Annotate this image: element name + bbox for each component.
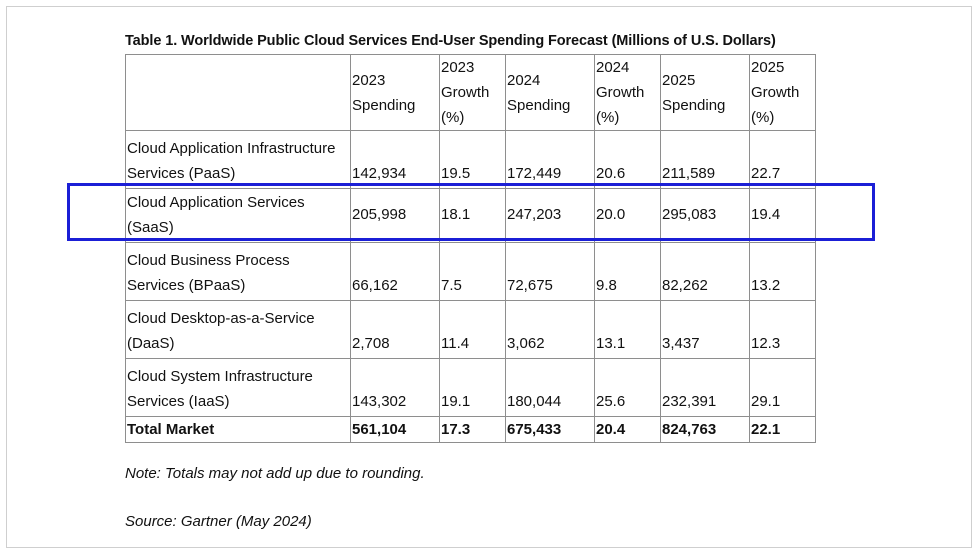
- table-row-saas: Cloud Application Services (SaaS) 205,99…: [125, 188, 816, 243]
- header-2024-growth: 2024 Growth (%): [594, 54, 661, 131]
- source-line: Source: Gartner (May 2024): [125, 513, 312, 530]
- cell-2023-growth: 19.5: [439, 130, 506, 189]
- table-row-paas: Cloud Application Infrastructure Service…: [125, 130, 816, 189]
- cell-2023-growth: 18.1: [439, 188, 506, 243]
- cell-2025-growth: 22.7: [749, 130, 816, 189]
- header-2025-growth: 2025 Growth (%): [749, 54, 816, 131]
- cell-2025-spending: 82,262: [660, 242, 750, 301]
- row-label: Cloud Application Infrastructure Service…: [125, 130, 351, 189]
- rounding-note: Note: Totals may not add up due to round…: [125, 465, 425, 482]
- cell-2025-spending: 232,391: [660, 358, 750, 417]
- page-frame: [6, 6, 972, 548]
- table-title: Table 1. Worldwide Public Cloud Services…: [125, 33, 776, 49]
- cell-2023-growth: 7.5: [439, 242, 506, 301]
- row-label: Cloud Desktop-as-a-Service (DaaS): [125, 300, 351, 359]
- table-row-iaas: Cloud System Infrastructure Services (Ia…: [125, 358, 816, 417]
- cell-2025-growth: 19.4: [749, 188, 816, 243]
- table-header-row: 2023 Spending 2023 Growth (%) 2024 Spend…: [125, 54, 816, 131]
- cell-2024-spending: 3,062: [505, 300, 595, 359]
- total-2025-growth: 22.1: [749, 416, 816, 443]
- total-2024-spending: 675,433: [505, 416, 595, 443]
- cell-2025-growth: 13.2: [749, 242, 816, 301]
- total-2023-growth: 17.3: [439, 416, 506, 443]
- header-2023-spending: 2023 Spending: [350, 54, 440, 131]
- header-2024-spending: 2024 Spending: [505, 54, 595, 131]
- row-label: Cloud Business Process Services (BPaaS): [125, 242, 351, 301]
- cell-2024-growth: 20.6: [594, 130, 661, 189]
- table-row-bpaas: Cloud Business Process Services (BPaaS) …: [125, 242, 816, 301]
- cell-2025-growth: 29.1: [749, 358, 816, 417]
- row-label: Cloud System Infrastructure Services (Ia…: [125, 358, 351, 417]
- header-2023-growth: 2023 Growth (%): [439, 54, 506, 131]
- cell-2023-spending: 2,708: [350, 300, 440, 359]
- cell-2023-growth: 11.4: [439, 300, 506, 359]
- cell-2024-growth: 25.6: [594, 358, 661, 417]
- total-2023-spending: 561,104: [350, 416, 440, 443]
- cell-2024-growth: 9.8: [594, 242, 661, 301]
- cell-2025-spending: 295,083: [660, 188, 750, 243]
- table-row-daas: Cloud Desktop-as-a-Service (DaaS) 2,708 …: [125, 300, 816, 359]
- table-row-total: Total Market 561,104 17.3 675,433 20.4 8…: [125, 416, 816, 443]
- header-blank: [125, 54, 351, 131]
- cell-2023-spending: 205,998: [350, 188, 440, 243]
- cell-2023-growth: 19.1: [439, 358, 506, 417]
- spending-forecast-table: 2023 Spending 2023 Growth (%) 2024 Spend…: [125, 54, 816, 443]
- cell-2024-spending: 180,044: [505, 358, 595, 417]
- cell-2023-spending: 142,934: [350, 130, 440, 189]
- cell-2023-spending: 66,162: [350, 242, 440, 301]
- total-2025-spending: 824,763: [660, 416, 750, 443]
- cell-2025-spending: 211,589: [660, 130, 750, 189]
- saas-highlight-box: [67, 183, 875, 241]
- cell-2025-growth: 12.3: [749, 300, 816, 359]
- total-label: Total Market: [125, 416, 351, 443]
- cell-2023-spending: 143,302: [350, 358, 440, 417]
- cell-2025-spending: 3,437: [660, 300, 750, 359]
- total-2024-growth: 20.4: [594, 416, 661, 443]
- cell-2024-growth: 13.1: [594, 300, 661, 359]
- cell-2024-growth: 20.0: [594, 188, 661, 243]
- cell-2024-spending: 172,449: [505, 130, 595, 189]
- row-label: Cloud Application Services (SaaS): [125, 188, 351, 243]
- header-2025-spending: 2025 Spending: [660, 54, 750, 131]
- cell-2024-spending: 72,675: [505, 242, 595, 301]
